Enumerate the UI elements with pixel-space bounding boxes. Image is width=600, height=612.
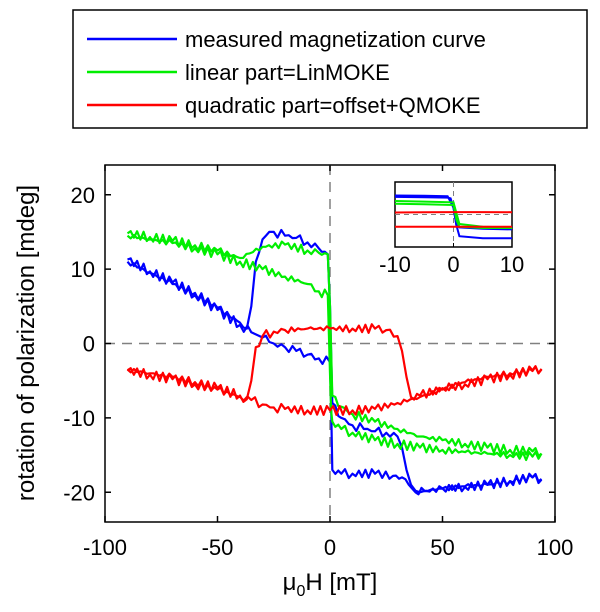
- legend-box: [72, 9, 588, 129]
- legend: measured magnetization curve linear part=…: [72, 9, 588, 129]
- inset-plot: -10 0 10: [379, 181, 524, 277]
- x-tick-label-4: 50: [430, 535, 454, 560]
- legend-label-2: linear part=LinMOKE: [185, 60, 390, 85]
- legend-label-1: measured magnetization curve: [185, 27, 486, 52]
- legend-label-3: quadratic part=offset+QMOKE: [185, 93, 481, 118]
- series-3-branch-2: [126, 365, 543, 416]
- series-2-branch-1: [126, 234, 543, 462]
- inset-x-tick-label-1: -10: [379, 252, 411, 277]
- x-tick-label-1: -100: [83, 535, 127, 560]
- y-tick-label-1: -20: [63, 480, 95, 505]
- x-tick-label-3: 0: [324, 535, 336, 560]
- x-tick-label-5: 100: [537, 535, 574, 560]
- y-tick-label-5: 20: [71, 183, 95, 208]
- series-1-branch-1: [126, 260, 543, 496]
- x-tick-label-2: -50: [202, 535, 234, 560]
- y-tick-label-2: -10: [63, 406, 95, 431]
- y-axis-label: rotation of polarization [mdeg]: [13, 185, 40, 501]
- x-axis-label-mu: μ: [283, 569, 297, 596]
- y-tick-label-3: 0: [83, 332, 95, 357]
- x-axis-label: μ0H [mT]: [283, 569, 378, 600]
- inset-x-tick-label-3: 10: [500, 252, 524, 277]
- x-axis-label-rest: H [mT]: [305, 569, 377, 596]
- inset-series-2-branch-1: [394, 202, 512, 229]
- series-2-branch-2: [126, 230, 543, 458]
- y-tick-label-4: 10: [71, 257, 95, 282]
- x-axis-label-sub: 0: [296, 583, 305, 600]
- inset-x-tick-label-2: 0: [447, 252, 459, 277]
- series-1-branch-2: [127, 228, 543, 494]
- series-3-branch-1: [126, 323, 543, 403]
